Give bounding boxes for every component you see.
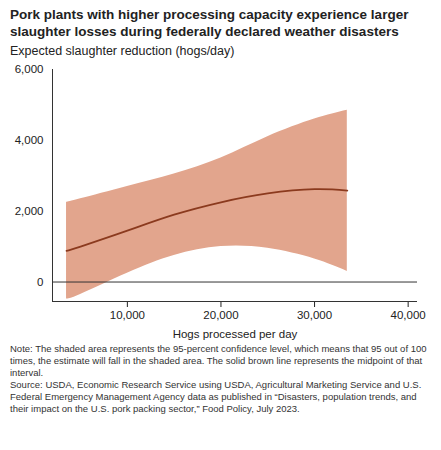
html-text:Expected slaughter reduction (: Expected slaughter reduction (hogs/day)	[10, 44, 235, 58]
svg-text:10,000: 10,000	[110, 309, 145, 321]
svg-text:20,000: 20,000	[203, 309, 238, 321]
svg-text:30,000: 30,000	[297, 309, 332, 321]
svg-text:4,000: 4,000	[15, 134, 44, 146]
html-text:Pork plants with higher proces: Pork plants with higher processing capac…	[10, 7, 409, 39]
html-text:Source: USDA, Economic Researc: Source: USDA, Economic Research Service …	[10, 379, 422, 414]
svg-text:Hogs processed per day: Hogs processed per day	[173, 328, 298, 340]
svg-text:0: 0	[37, 276, 43, 288]
svg-text:40,000: 40,000	[391, 309, 426, 321]
html-text:Note: The shaded area represen: Note: The shaded area represents the 95-…	[10, 343, 427, 378]
svg-text:6,000: 6,000	[15, 63, 44, 75]
svg-text:2,000: 2,000	[15, 205, 44, 217]
